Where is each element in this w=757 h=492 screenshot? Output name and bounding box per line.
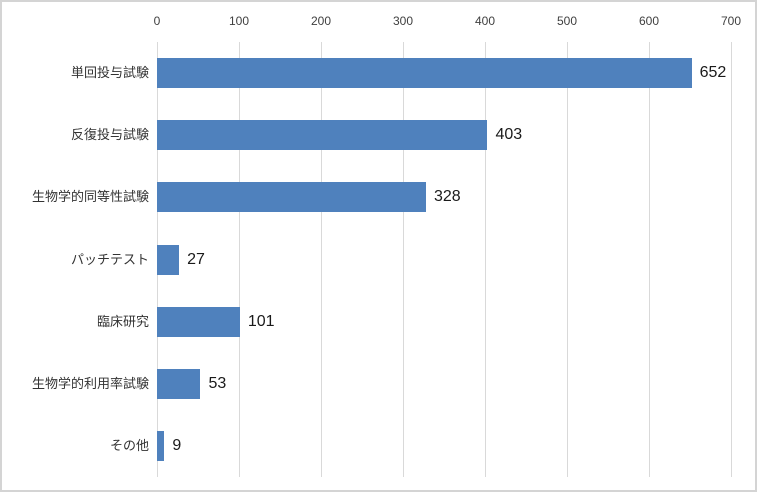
x-tick-label: 100: [228, 14, 250, 28]
category-label: その他: [109, 437, 149, 453]
value-label: 101: [247, 312, 275, 330]
bar: [157, 368, 201, 399]
bar: [157, 58, 692, 89]
gridline: [731, 42, 732, 477]
category-label: 生物学的同等性試験: [31, 189, 149, 205]
gridline: [321, 42, 322, 477]
category-label: パッチテスト: [70, 251, 149, 267]
x-tick-label: 300: [392, 14, 414, 28]
value-label: 652: [699, 64, 727, 82]
gridline: [403, 42, 404, 477]
x-tick-label: 0: [153, 14, 161, 28]
value-label: 403: [495, 126, 523, 144]
bar: [157, 306, 240, 337]
x-tick-label: 700: [720, 14, 742, 28]
value-label: 9: [172, 436, 182, 454]
bar: [157, 120, 488, 151]
bar: [157, 244, 180, 275]
category-label: 生物学的利用率試験: [31, 375, 149, 391]
bar: [157, 182, 426, 213]
gridline: [649, 42, 650, 477]
x-tick-label: 400: [474, 14, 496, 28]
gridline: [485, 42, 486, 477]
value-label: 328: [433, 188, 461, 206]
value-label: 27: [187, 250, 205, 268]
category-label: 臨床研究: [96, 313, 149, 329]
x-tick-label: 600: [638, 14, 660, 28]
x-tick-label: 200: [310, 14, 332, 28]
value-label: 53: [208, 374, 227, 392]
category-label: 反復投与試験: [70, 127, 149, 143]
x-tick-label: 500: [556, 14, 578, 28]
gridline: [239, 42, 240, 477]
category-label: 単回投与試験: [70, 65, 149, 81]
bar: [157, 430, 165, 461]
gridline: [567, 42, 568, 477]
